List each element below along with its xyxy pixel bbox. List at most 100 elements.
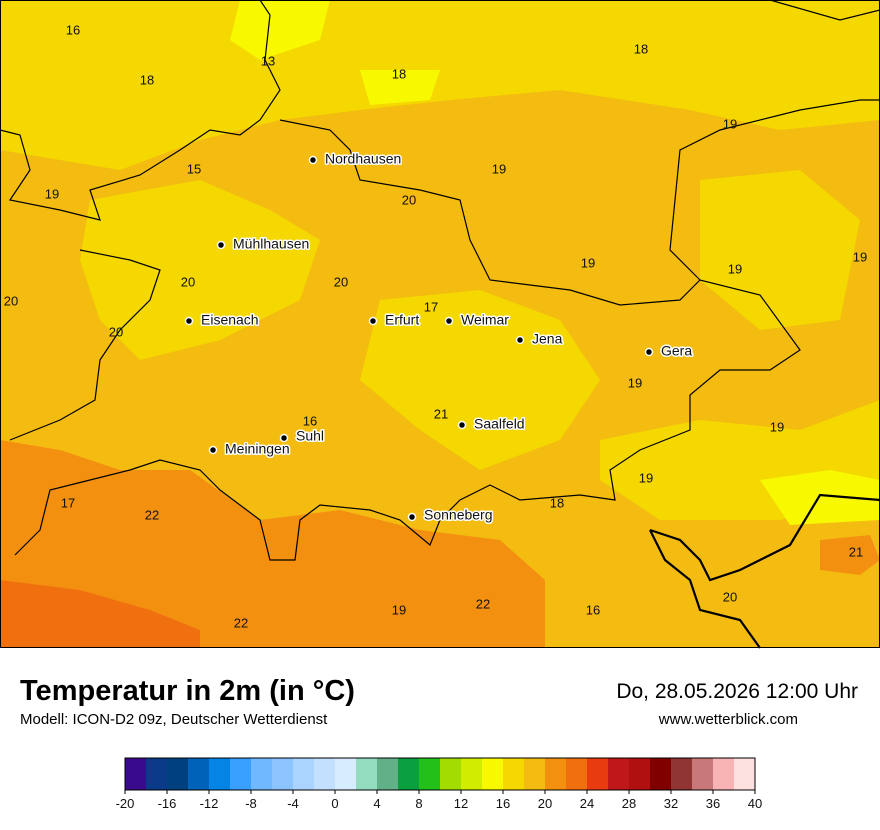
temperature-label: 21 — [434, 406, 448, 421]
color-swatch — [545, 758, 567, 790]
field-patch — [0, 440, 545, 648]
legend-tick-label: 20 — [538, 796, 552, 811]
date: Do, 28.05.2026 12:00 Uhr — [616, 680, 858, 703]
state-border — [0, 0, 281, 221]
temperature-label: 16 — [303, 413, 317, 428]
city-label: Suhl — [296, 428, 324, 444]
color-swatch — [335, 758, 357, 790]
city-label: Nordhausen — [325, 151, 401, 167]
temperature-label: 19 — [728, 261, 742, 276]
field-patch — [820, 535, 880, 575]
footer: Temperatur in 2m (in °C) Modell: ICON-D2… — [20, 675, 858, 728]
city-label: Erfurt — [385, 312, 419, 328]
legend-tick-label: 24 — [580, 796, 594, 811]
color-swatch — [734, 758, 756, 790]
color-swatch — [272, 758, 294, 790]
legend-tick-label: 8 — [415, 796, 422, 811]
color-swatch — [482, 758, 504, 790]
temperature-label: 18 — [550, 495, 564, 510]
color-swatch — [377, 758, 399, 790]
color-swatch — [524, 758, 546, 790]
city-marker — [184, 316, 194, 326]
temperature-label: 19 — [492, 161, 506, 176]
color-swatch — [125, 758, 147, 790]
temperature-label: 19 — [581, 255, 595, 270]
legend-tick-label: 28 — [622, 796, 636, 811]
city-label: Weimar — [461, 312, 509, 328]
color-swatch — [440, 758, 462, 790]
temperature-label: 17 — [61, 495, 75, 510]
color-swatch — [629, 758, 651, 790]
color-swatch — [713, 758, 735, 790]
legend-tick-label: -20 — [116, 796, 135, 811]
color-swatch — [587, 758, 609, 790]
legend-tick-label: 36 — [706, 796, 720, 811]
legend-tick-label: 0 — [331, 796, 338, 811]
temperature-label: 17 — [424, 299, 438, 314]
legend-frame — [124, 757, 756, 791]
legend-tick-label: -8 — [245, 796, 257, 811]
temperature-label: 15 — [187, 161, 201, 176]
field-patch — [80, 180, 320, 360]
color-swatch — [146, 758, 168, 790]
city-marker — [407, 512, 417, 522]
legend-tick-label: 16 — [496, 796, 510, 811]
color-swatch — [398, 758, 420, 790]
subtitle: Modell: ICON-D2 09z, Deutscher Wetterdie… — [20, 711, 328, 728]
field-patch — [360, 290, 600, 470]
temperature-label: 20 — [4, 293, 18, 308]
color-swatch — [314, 758, 336, 790]
state-border — [9, 249, 161, 441]
city-marker — [644, 347, 654, 357]
color-swatch — [356, 758, 378, 790]
temperature-label: 16 — [66, 22, 80, 37]
temperature-label: 19 — [770, 419, 784, 434]
color-swatch — [293, 758, 315, 790]
legend-tick-label: 40 — [748, 796, 762, 811]
city-marker — [515, 335, 525, 345]
temperature-label: 19 — [392, 602, 406, 617]
temperature-label: 22 — [145, 507, 159, 522]
temperature-label: 18 — [392, 66, 406, 81]
temperature-label: 20 — [181, 274, 195, 289]
temperature-label: 20 — [723, 589, 737, 604]
color-swatch — [419, 758, 441, 790]
color-swatch — [692, 758, 714, 790]
color-legend: -20 -16 -12 -8 -4 0 4 8 12 16 20 24 28 32 36 40 — [116, 757, 762, 811]
state-border — [769, 0, 880, 21]
temperature-label: 20 — [109, 324, 123, 339]
city-marker — [457, 420, 467, 430]
color-swatch — [566, 758, 588, 790]
color-swatch — [188, 758, 210, 790]
city-label: Saalfeld — [474, 416, 525, 432]
temperature-label: 19 — [45, 186, 59, 201]
field-patch — [760, 470, 880, 525]
field-patch — [360, 70, 440, 105]
temperature-label: 19 — [853, 249, 867, 264]
city-marker — [444, 316, 454, 326]
title: Temperatur in 2m (in °C) — [20, 675, 355, 707]
field-patch — [230, 0, 330, 60]
temperature-label: 19 — [723, 116, 737, 131]
temperature-label: 18 — [140, 72, 154, 87]
city-label: Meiningen — [225, 441, 290, 457]
temperature-label: 20 — [334, 274, 348, 289]
temperature-label: 18 — [634, 41, 648, 56]
temperature-label: 22 — [476, 596, 490, 611]
city-marker — [368, 316, 378, 326]
legend-tick-label: -4 — [287, 796, 299, 811]
temperature-label: 19 — [639, 470, 653, 485]
temperature-label: 21 — [849, 544, 863, 559]
cities: Nordhausen Mühlhausen Eisenach Erfurt We… — [184, 149, 694, 524]
color-swatch — [209, 758, 231, 790]
temperature-label: 16 — [586, 602, 600, 617]
legend-tick-label: -16 — [158, 796, 177, 811]
legend-tick-label: 32 — [664, 796, 678, 811]
state-border — [669, 99, 880, 281]
legend-tick-label: 12 — [454, 796, 468, 811]
city-label: Sonneberg — [424, 507, 493, 523]
temperature-label: 19 — [628, 375, 642, 390]
legend-tick-label: -12 — [200, 796, 219, 811]
